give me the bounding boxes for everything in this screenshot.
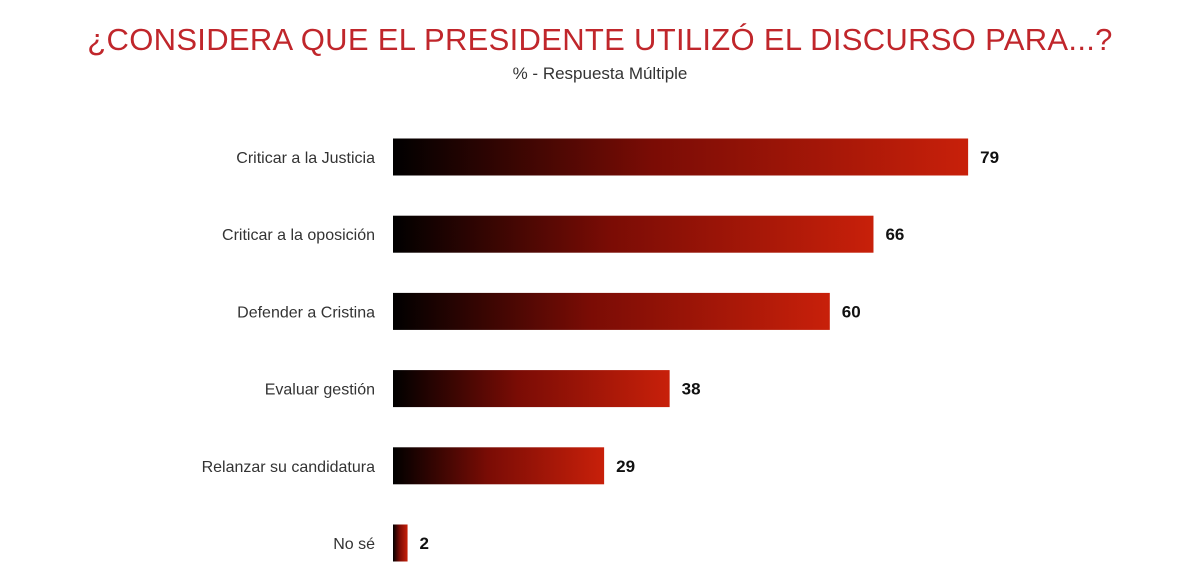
category-label: Evaluar gestión <box>265 382 375 399</box>
chart-subtitle: % - Respuesta Múltiple <box>512 64 688 83</box>
bar <box>393 524 408 562</box>
data-label: 2 <box>420 534 429 553</box>
bar <box>393 370 670 408</box>
bar <box>393 138 969 176</box>
category-label: Criticar a la oposición <box>222 227 375 244</box>
data-label: 29 <box>616 457 635 476</box>
bar <box>393 215 874 253</box>
bar <box>393 447 605 485</box>
category-label: Defender a Cristina <box>237 304 375 321</box>
data-label: 38 <box>682 380 701 399</box>
data-label: 60 <box>842 302 861 321</box>
bar <box>393 292 830 330</box>
data-label: 79 <box>980 148 999 167</box>
category-label: No sé <box>333 536 375 553</box>
category-label: Relanzar su candidatura <box>202 459 376 476</box>
data-label: 66 <box>885 225 904 244</box>
category-label: Criticar a la Justicia <box>236 150 375 167</box>
chart-title: ¿CONSIDERA QUE EL PRESIDENTE UTILIZÓ EL … <box>87 22 1113 57</box>
